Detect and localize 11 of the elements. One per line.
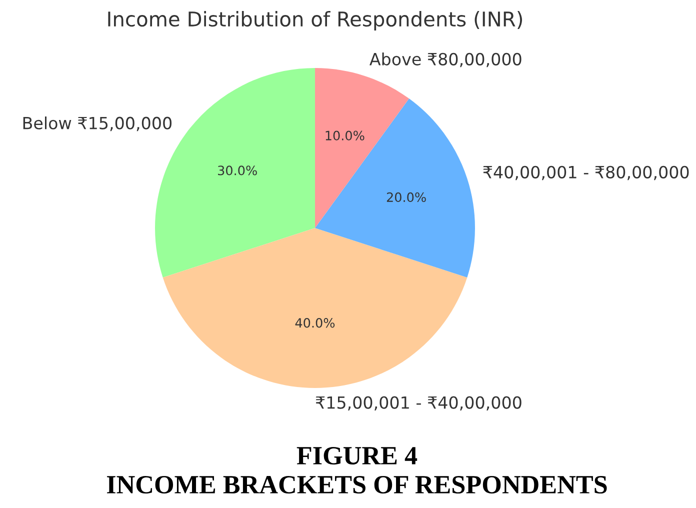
slice-label: Above ₹80,00,000 <box>370 52 522 68</box>
chart-title: Income Distribution of Respondents (INR) <box>108 11 522 31</box>
slice-label: ₹40,00,001 - ₹80,00,000 <box>483 166 689 180</box>
data-label: 30.0% <box>218 166 257 176</box>
text: INCOME BRACKETS OF RESPONDENTS <box>107 476 607 494</box>
caption: FIGURE 4 <box>296 446 418 465</box>
slice-label: ₹15,00,001 - ₹40,00,000 <box>316 396 522 411</box>
slice-label: Below ₹15,00,000 <box>23 116 172 132</box>
data-label: 40.0% <box>295 318 335 328</box>
data-label: 10.0% <box>326 130 364 140</box>
data-label: 20.0% <box>386 192 426 202</box>
